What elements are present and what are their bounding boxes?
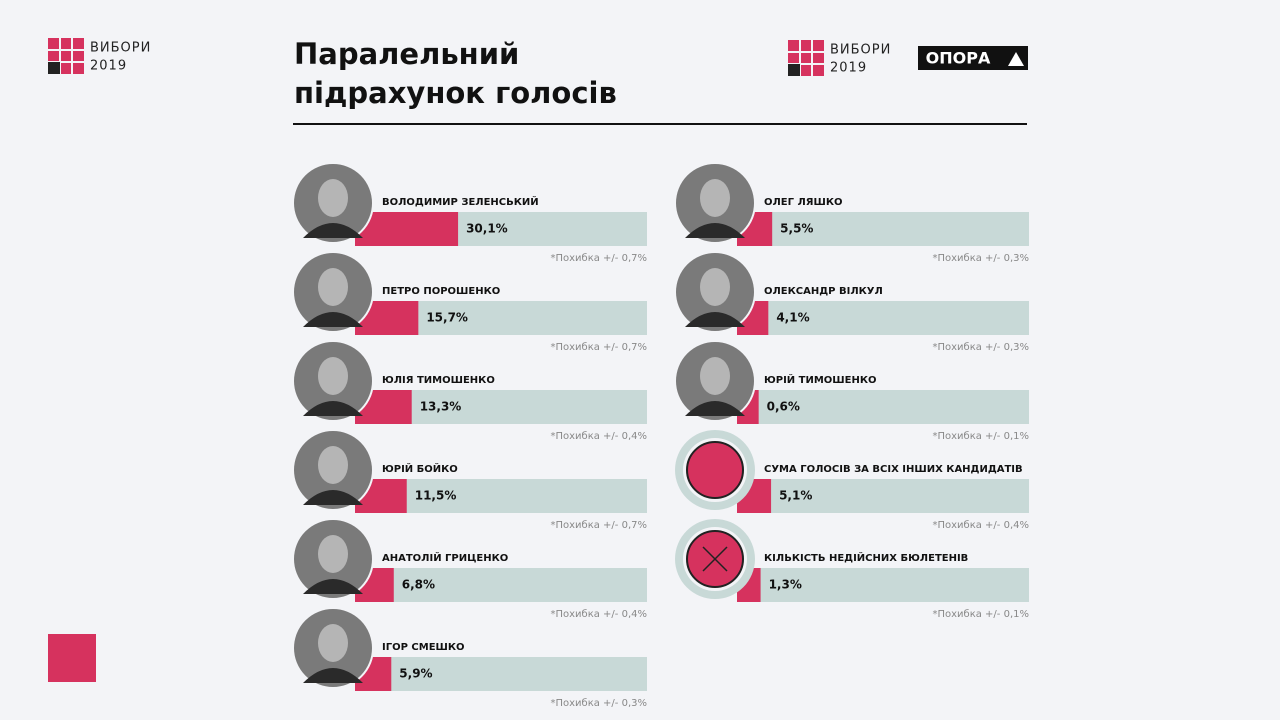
photo-figure: [318, 446, 348, 484]
value-label: 30,1%: [466, 222, 508, 236]
error-note: *Похибка +/- 0,4%: [550, 609, 647, 620]
icon: [686, 441, 744, 499]
candidate-name: ЮРІЙ БОЙКО: [382, 462, 458, 475]
bar-track: [737, 390, 1029, 424]
candidate-name: ОЛЕКСАНДР ВІЛКУЛ: [764, 286, 883, 297]
candidate-name: ЮЛІЯ ТИМОШЕНКО: [382, 375, 495, 386]
bar-track: [737, 479, 1029, 513]
error-note: *Похибка +/- 0,3%: [932, 253, 1029, 264]
candidate-name: ВОЛОДИМИР ЗЕЛЕНСЬКИЙ: [382, 195, 539, 208]
photo-figure: [303, 401, 363, 416]
logo-word: ВИБОРИ: [830, 43, 891, 58]
photo-figure: [685, 401, 745, 416]
photo-figure: [318, 624, 348, 662]
org-name: ОПОРА: [926, 49, 991, 68]
photo-figure: [303, 668, 363, 683]
value-label: 5,1%: [779, 489, 812, 503]
photo-figure: [318, 535, 348, 573]
photo-figure: [685, 312, 745, 327]
error-note: *Похибка +/- 0,3%: [550, 698, 647, 709]
logo-word: ВИБОРИ: [90, 41, 151, 56]
bar-track: [737, 212, 1029, 246]
value-label: 4,1%: [776, 311, 809, 325]
error-note: *Похибка +/- 0,4%: [932, 520, 1029, 531]
photo-figure: [700, 357, 730, 395]
error-note: *Похибка +/- 0,1%: [932, 431, 1029, 442]
candidate-name: СУМА ГОЛОСІВ ЗА ВСІХ ІНШИХ КАНДИДАТІВ: [764, 464, 1023, 475]
bar-track: [737, 568, 1029, 602]
photo-figure: [303, 490, 363, 505]
value-label: 13,3%: [420, 400, 462, 414]
error-note: *Похибка +/- 0,3%: [932, 342, 1029, 353]
photo-figure: [318, 357, 348, 395]
error-note: *Похибка +/- 0,1%: [932, 609, 1029, 620]
bar-track: [355, 568, 647, 602]
value-label: 15,7%: [426, 311, 468, 325]
error-note: *Похибка +/- 0,7%: [550, 342, 647, 353]
title-line: Паралельний: [294, 37, 519, 71]
value-label: 5,9%: [399, 667, 432, 681]
photo-figure: [303, 579, 363, 594]
candidate-name: ЮРІЙ ТИМОШЕНКО: [764, 373, 877, 386]
candidate-name: ІГОР СМЕШКО: [382, 642, 465, 653]
value-label: 1,3%: [769, 578, 802, 592]
value-label: 6,8%: [402, 578, 435, 592]
error-note: *Похибка +/- 0,7%: [550, 520, 647, 531]
candidate-name: АНАТОЛІЙ ГРИЦЕНКО: [382, 551, 508, 564]
photo-figure: [685, 223, 745, 238]
logo-left: ВИБОРИ 2019: [48, 38, 151, 74]
bar-track: [737, 301, 1029, 335]
icon-cross: [702, 546, 728, 572]
logo-right: ВИБОРИ 2019 ОПОРА: [788, 40, 1028, 76]
bar: [355, 212, 459, 246]
photo-figure: [700, 179, 730, 217]
photo-figure: [303, 312, 363, 327]
candidate-name: ПЕТРО ПОРОШЕНКО: [382, 286, 500, 297]
logo-year: 2019: [90, 59, 127, 74]
photo-figure: [318, 179, 348, 217]
corner-square: [48, 634, 96, 682]
value-label: 11,5%: [415, 489, 457, 503]
candidate-name: ОЛЕГ ЛЯШКО: [764, 197, 843, 208]
value-label: 0,6%: [767, 400, 800, 414]
error-note: *Похибка +/- 0,7%: [550, 253, 647, 264]
candidate-name: КІЛЬКІСТЬ НЕДІЙСНИХ БЮЛЕТЕНІВ: [764, 551, 968, 564]
logo-year: 2019: [830, 61, 867, 76]
photo-figure: [700, 268, 730, 306]
bar-track: [355, 657, 647, 691]
photo-figure: [318, 268, 348, 306]
photo-figure: [303, 223, 363, 238]
title-line: підрахунок голосів: [294, 76, 617, 110]
value-label: 5,5%: [780, 222, 813, 236]
error-note: *Похибка +/- 0,4%: [550, 431, 647, 442]
